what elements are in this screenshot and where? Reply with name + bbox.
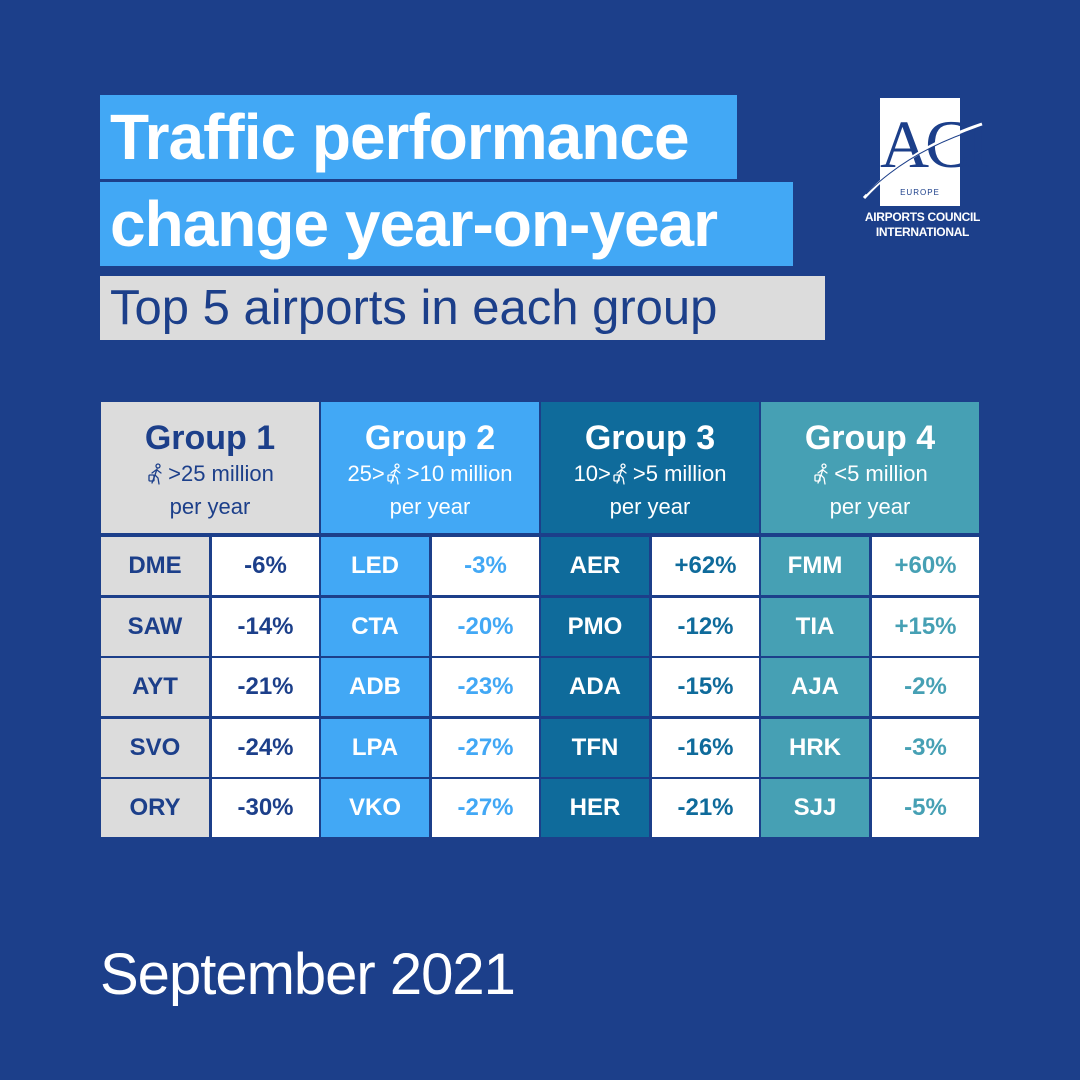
size-suffix: >5 million <box>632 461 727 486</box>
logo-name-line-1: AIRPORTS COUNCIL <box>864 210 981 224</box>
airport-code: PMO <box>541 598 649 656</box>
table-row: LPA -27% <box>321 719 539 777</box>
traveler-with-suitcase-icon <box>814 463 828 485</box>
logo-name-line-2: INTERNATIONAL <box>875 225 970 239</box>
traffic-change: -3% <box>872 719 979 777</box>
group-header: Group 3 10> >5 million per year <box>541 402 759 533</box>
logo-swoosh-icon <box>862 122 983 200</box>
table-row: CTA -20% <box>321 598 539 656</box>
group-size: <5 million <box>761 460 979 488</box>
traffic-change: -16% <box>652 719 759 777</box>
airport-code: TFN <box>541 719 649 777</box>
traffic-change: -2% <box>872 658 979 716</box>
traffic-change: -14% <box>212 598 319 656</box>
table-row: ADB -23% <box>321 658 539 716</box>
traveler-with-suitcase-icon <box>613 463 627 485</box>
airport-code: TIA <box>761 598 869 656</box>
table-row: AER +62% <box>541 537 759 595</box>
size-prefix: 10> <box>573 461 611 486</box>
group-size: 25> >10 million <box>321 460 539 488</box>
group-period: per year <box>829 494 911 519</box>
traffic-change: +15% <box>872 598 979 656</box>
airport-code: AYT <box>101 658 209 716</box>
table-row: FMM +60% <box>761 537 979 595</box>
traffic-change: -21% <box>212 658 319 716</box>
group-period: per year <box>609 494 691 519</box>
airport-code: DME <box>101 537 209 595</box>
traveler-with-suitcase-icon <box>387 463 401 485</box>
airport-code: VKO <box>321 779 429 837</box>
size-suffix: >10 million <box>406 461 513 486</box>
traffic-change: +62% <box>652 537 759 595</box>
airport-code: ADA <box>541 658 649 716</box>
table-row: DME -6% <box>101 537 319 595</box>
traffic-change: -6% <box>212 537 319 595</box>
table-row: ORY -30% <box>101 779 319 837</box>
airport-code: AER <box>541 537 649 595</box>
group-size: >25 million <box>101 460 319 488</box>
group-name: Group 2 <box>364 419 496 457</box>
traffic-change: -27% <box>432 719 539 777</box>
traveler-with-suitcase-icon <box>148 463 162 485</box>
traffic-change: -5% <box>872 779 979 837</box>
title-line-1: Traffic performance <box>100 95 737 179</box>
traffic-change: -3% <box>432 537 539 595</box>
table-row: AJA -2% <box>761 658 979 716</box>
airport-code: SJJ <box>761 779 869 837</box>
airport-code: SVO <box>101 719 209 777</box>
traffic-change: -23% <box>432 658 539 716</box>
size-suffix: <5 million <box>834 461 928 486</box>
group-header: Group 2 25> >10 million per year <box>321 402 539 533</box>
airport-code: FMM <box>761 537 869 595</box>
traffic-change: -15% <box>652 658 759 716</box>
traffic-change: -30% <box>212 779 319 837</box>
table-row: HRK -3% <box>761 719 979 777</box>
table-row: LED -3% <box>321 537 539 595</box>
traffic-change: -20% <box>432 598 539 656</box>
group-header: Group 1 >25 million per year <box>101 402 319 533</box>
group-header: Group 4 <5 million per year <box>761 402 979 533</box>
group-name: Group 3 <box>584 419 716 457</box>
airport-code: LED <box>321 537 429 595</box>
airport-code: LPA <box>321 719 429 777</box>
table-row: VKO -27% <box>321 779 539 837</box>
table-row: PMO -12% <box>541 598 759 656</box>
airport-code: HRK <box>761 719 869 777</box>
logo-region: EUROPE <box>900 188 940 197</box>
report-date: September 2021 <box>100 942 516 1007</box>
table-row: AYT -21% <box>101 658 319 716</box>
group-period: per year <box>389 494 471 519</box>
subtitle: Top 5 airports in each group <box>100 276 825 340</box>
aci-europe-logo: ACI EUROPE AIRPORTS COUNCIL INTERNATIONA… <box>860 98 989 248</box>
size-prefix: 25> <box>347 461 385 486</box>
airport-code: ADB <box>321 658 429 716</box>
group-period: per year <box>169 494 251 519</box>
table-row: TFN -16% <box>541 719 759 777</box>
size-suffix: >25 million <box>168 461 274 486</box>
group-size: 10> >5 million <box>541 460 759 488</box>
table-row: ADA -15% <box>541 658 759 716</box>
traffic-change: -21% <box>652 779 759 837</box>
group-name: Group 1 <box>144 419 276 457</box>
table-row: SVO -24% <box>101 719 319 777</box>
table-row: SJJ -5% <box>761 779 979 837</box>
traffic-change: -12% <box>652 598 759 656</box>
traffic-change: -27% <box>432 779 539 837</box>
table-row: SAW -14% <box>101 598 319 656</box>
table-row: HER -21% <box>541 779 759 837</box>
airport-code: SAW <box>101 598 209 656</box>
airport-traffic-table: Group 1 >25 million per year <box>101 402 979 837</box>
airport-code: CTA <box>321 598 429 656</box>
traffic-change: -24% <box>212 719 319 777</box>
traffic-change: +60% <box>872 537 979 595</box>
logo-name: AIRPORTS COUNCIL INTERNATIONAL <box>860 210 985 240</box>
airport-code: HER <box>541 779 649 837</box>
title-line-2: change year-on-year <box>100 182 793 266</box>
airport-code: AJA <box>761 658 869 716</box>
group-name: Group 4 <box>804 419 936 457</box>
table-row: TIA +15% <box>761 598 979 656</box>
airport-code: ORY <box>101 779 209 837</box>
